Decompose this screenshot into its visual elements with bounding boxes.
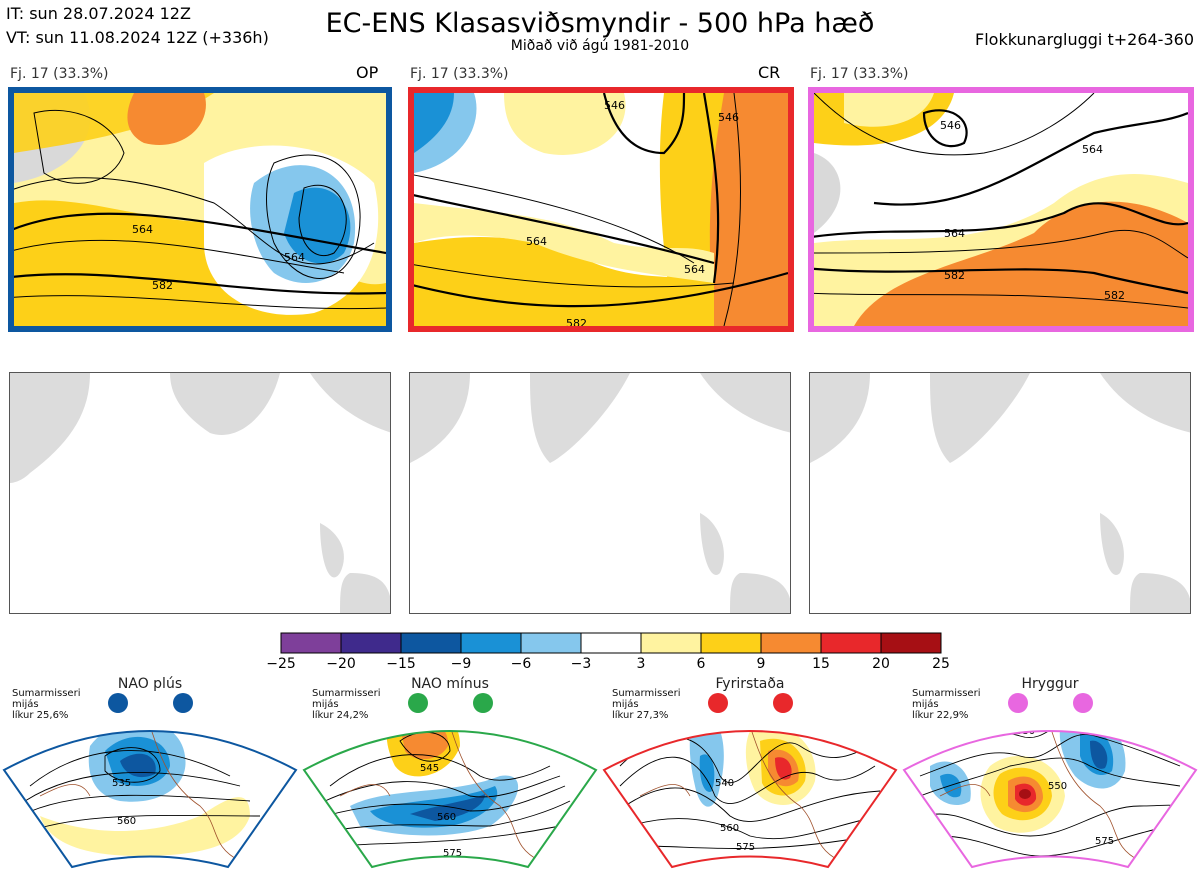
regime-dot bbox=[1008, 693, 1028, 713]
valid-time: VT: sun 11.08.2024 12Z (+336h) bbox=[6, 28, 269, 47]
colorbar-tick-label: −25 bbox=[266, 656, 296, 672]
colorbar-cell bbox=[640, 632, 702, 654]
regime-fan-map: 545 560 575 bbox=[300, 686, 600, 871]
regime-fan-map: 535 560 bbox=[0, 686, 300, 871]
regime-contour-label: 540 bbox=[715, 778, 734, 789]
contour-label: 564 bbox=[1082, 143, 1103, 156]
colorbar-tick-label: 15 bbox=[812, 656, 830, 672]
regime-contour-label: 575 bbox=[1095, 836, 1114, 847]
colorbar-cell bbox=[340, 632, 402, 654]
colorbar bbox=[280, 632, 942, 654]
regime-title: NAO mínus bbox=[411, 676, 489, 692]
classification-window: Flokkunargluggi t+264-360 bbox=[975, 30, 1194, 49]
contour-label: 564 bbox=[284, 251, 305, 264]
colorbar-tick-label: 3 bbox=[636, 656, 646, 672]
contour-label: 582 bbox=[566, 317, 587, 326]
regime-dot bbox=[108, 693, 128, 713]
regime-info: Sumarmisseri mijás líkur 24,2% bbox=[312, 688, 381, 721]
contour-label: 582 bbox=[944, 269, 965, 282]
anomaly-map-cr: 546 546 564 564 582 bbox=[408, 87, 794, 332]
contour-label: 582 bbox=[152, 279, 173, 292]
contour-label: 564 bbox=[684, 263, 705, 276]
colorbar-tick-label: 20 bbox=[872, 656, 890, 672]
empty-map-1 bbox=[9, 372, 391, 614]
contour-label: 564 bbox=[526, 235, 547, 248]
colorbar-tick-label: 25 bbox=[932, 656, 950, 672]
colorbar-tick-label: −3 bbox=[570, 656, 592, 672]
colorbar-cell bbox=[700, 632, 762, 654]
panel-2-tag: CR bbox=[758, 63, 781, 82]
regime-contour-label: 575 bbox=[736, 842, 755, 853]
regime-title: Fyrirstaða bbox=[715, 676, 785, 692]
regime-dot bbox=[408, 693, 428, 713]
contour-label: 564 bbox=[132, 223, 153, 236]
init-time: IT: sun 28.07.2024 12Z bbox=[6, 4, 191, 23]
regime-dot bbox=[473, 693, 493, 713]
regime-dot bbox=[708, 693, 728, 713]
colorbar-cell bbox=[760, 632, 822, 654]
regime-contour-label: 575 bbox=[443, 848, 462, 859]
empty-map-2 bbox=[409, 372, 791, 614]
anomaly-map-op: 564 564 582 bbox=[8, 87, 392, 332]
anomaly-map-3: 546 564 564 582 582 bbox=[808, 87, 1194, 332]
colorbar-cell bbox=[280, 632, 342, 654]
colorbar-tick-label: −6 bbox=[510, 656, 532, 672]
regime-contour-label: 530 bbox=[1016, 726, 1035, 737]
empty-map-3 bbox=[809, 372, 1191, 614]
colorbar-tick-label: −9 bbox=[450, 656, 472, 672]
contour-label: 564 bbox=[944, 227, 965, 240]
regime-title: NAO plús bbox=[117, 676, 183, 692]
regime-title: Hryggur bbox=[1021, 676, 1079, 692]
contour-label: 546 bbox=[718, 111, 739, 124]
colorbar-tick-label: 6 bbox=[696, 656, 706, 672]
contour-label: 582 bbox=[1104, 289, 1125, 302]
page-subtitle: Miðað við ágú 1981-2010 bbox=[510, 38, 690, 54]
regime-info: Sumarmisseri mijás líkur 22,9% bbox=[912, 688, 981, 721]
regime-contour-label: 560 bbox=[117, 816, 136, 827]
regime-dot bbox=[773, 693, 793, 713]
panel-3-label: Fj. 17 (33.3%) bbox=[810, 66, 909, 82]
panel-1-tag: OP bbox=[356, 63, 379, 82]
colorbar-cell bbox=[520, 632, 582, 654]
regime-dot bbox=[1073, 693, 1093, 713]
colorbar-cell bbox=[820, 632, 882, 654]
panel-2-label: Fj. 17 (33.3%) bbox=[410, 66, 509, 82]
panel-1-label: Fj. 17 (33.3%) bbox=[10, 66, 109, 82]
regime-contour-label: 560 bbox=[437, 812, 456, 823]
contour-label: 546 bbox=[940, 119, 961, 132]
contour-label: 546 bbox=[604, 99, 625, 112]
colorbar-cell bbox=[580, 632, 642, 654]
colorbar-tick-label: −15 bbox=[386, 656, 416, 672]
regime-info: Sumarmisseri mijás líkur 27,3% bbox=[612, 688, 681, 721]
regime-fan-map: 540 560 575 bbox=[600, 686, 900, 871]
colorbar-tick-label: −20 bbox=[326, 656, 356, 672]
colorbar-cell bbox=[400, 632, 462, 654]
regime-info: Sumarmisseri mijás líkur 25,6% bbox=[12, 688, 81, 721]
regime-contour-label: 545 bbox=[420, 763, 439, 774]
regime-contour-label: 535 bbox=[112, 778, 131, 789]
colorbar-tick-label: 9 bbox=[756, 656, 766, 672]
regime-contour-label: 550 bbox=[1048, 781, 1067, 792]
regime-fan-map: 530 550 575 bbox=[900, 686, 1200, 871]
regime-dot bbox=[173, 693, 193, 713]
colorbar-cell bbox=[460, 632, 522, 654]
regime-contour-label: 560 bbox=[720, 823, 739, 834]
colorbar-cell bbox=[880, 632, 942, 654]
page-title: EC-ENS Klasasviðsmyndir - 500 hPa hæð bbox=[325, 8, 875, 39]
